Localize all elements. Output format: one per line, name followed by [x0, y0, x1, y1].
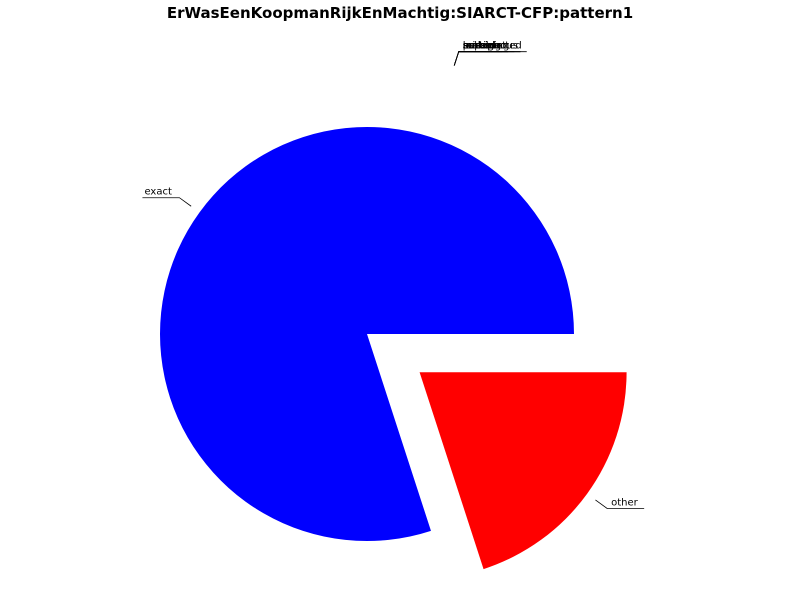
overlap-partial-label: partial — [463, 41, 495, 52]
overlap-superset-leader-line — [453, 51, 515, 66]
overlap-missing-label: missing — [463, 41, 501, 52]
overlap-leaked-leader-line — [453, 51, 502, 66]
overlap-ambiguous-label: ambiguous — [463, 41, 518, 52]
overlap-superset-label: superset — [463, 41, 507, 52]
overlap-unexpected-leader-line — [453, 51, 527, 66]
overlap-partial-leader-line — [453, 51, 509, 66]
chart-title: ErWasEenKoopmanRijkEnMachtig:SIARCT-CFP:… — [167, 4, 633, 22]
pie-slice-exact — [160, 126, 574, 541]
overlap-ambiguous-leader-line — [453, 51, 521, 66]
overlap-leaked-label: leaked — [463, 41, 496, 52]
pie-slice-other-leader-line — [595, 499, 645, 509]
pie-slice-other — [419, 372, 627, 570]
overlap-substring-leader-line — [453, 51, 521, 66]
overlap-missing-leader-line — [453, 51, 509, 66]
overlap-unexpected-label: unexpected — [463, 41, 522, 52]
pie-slices — [160, 126, 627, 570]
pie-labels: exact other unexpectedpartialmissingambigu… — [142, 41, 645, 509]
pie-slice-exact-label: exact — [144, 187, 172, 198]
overlap-substring-label: substring — [463, 41, 510, 52]
pie-slice-exact-leader-line — [142, 197, 192, 207]
pie-slice-other-label: other — [611, 497, 639, 508]
